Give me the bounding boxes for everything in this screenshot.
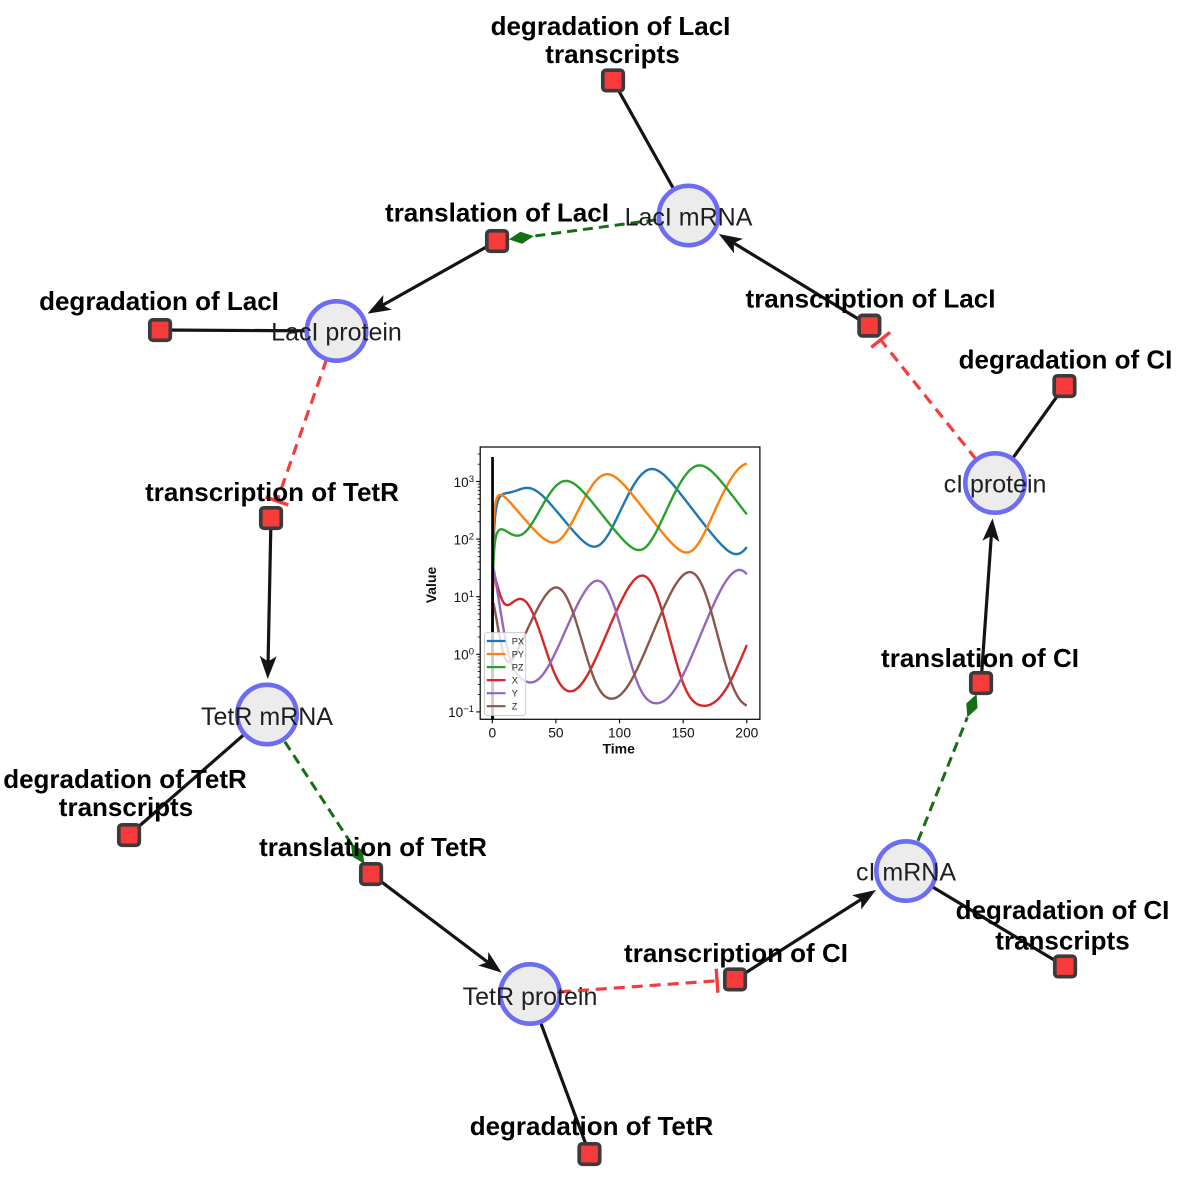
svg-text:LacI protein: LacI protein [271, 319, 402, 347]
svg-text:Y: Y [512, 689, 518, 699]
svg-text:TetR protein: TetR protein [463, 983, 598, 1011]
svg-text:PY: PY [512, 649, 524, 659]
svg-text:translation of CI: translation of CI [881, 643, 1079, 673]
svg-text:PZ: PZ [512, 662, 524, 672]
svg-text:translation of TetR: translation of TetR [259, 832, 487, 862]
svg-text:150: 150 [672, 726, 695, 741]
svg-text:200: 200 [735, 726, 758, 741]
svg-text:PX: PX [512, 636, 524, 646]
svg-text:cI protein: cI protein [944, 471, 1047, 499]
svg-text:Z: Z [512, 702, 518, 712]
svg-text:translation of LacI: translation of LacI [385, 198, 609, 228]
svg-text:X: X [512, 675, 518, 685]
svg-text:transcripts: transcripts [59, 792, 193, 822]
svg-text:103: 103 [454, 474, 474, 490]
svg-text:degradation of LacI: degradation of LacI [39, 286, 279, 316]
svg-text:Time: Time [602, 741, 635, 757]
svg-text:10−1: 10−1 [448, 704, 474, 720]
svg-text:transcription of TetR: transcription of TetR [145, 477, 399, 507]
svg-text:101: 101 [454, 589, 474, 605]
svg-text:transcripts: transcripts [995, 926, 1129, 956]
svg-text:0: 0 [488, 726, 496, 741]
svg-text:50: 50 [548, 726, 564, 741]
svg-text:Value: Value [423, 567, 439, 604]
svg-text:transcripts: transcripts [545, 39, 679, 69]
svg-text:transcription of CI: transcription of CI [624, 938, 848, 968]
svg-text:degradation of LacI: degradation of LacI [491, 11, 731, 41]
svg-text:degradation of TetR: degradation of TetR [3, 764, 247, 794]
svg-text:100: 100 [608, 726, 631, 741]
svg-text:transcription of LacI: transcription of LacI [746, 284, 996, 314]
svg-text:100: 100 [454, 647, 474, 663]
svg-text:degradation of TetR: degradation of TetR [470, 1111, 714, 1141]
svg-text:degradation of CI: degradation of CI [959, 345, 1173, 375]
svg-text:TetR mRNA: TetR mRNA [201, 703, 333, 731]
svg-text:LacI mRNA: LacI mRNA [625, 204, 753, 232]
svg-text:cI mRNA: cI mRNA [856, 859, 956, 887]
svg-text:degradation of CI: degradation of CI [956, 895, 1170, 925]
svg-text:102: 102 [454, 531, 474, 547]
